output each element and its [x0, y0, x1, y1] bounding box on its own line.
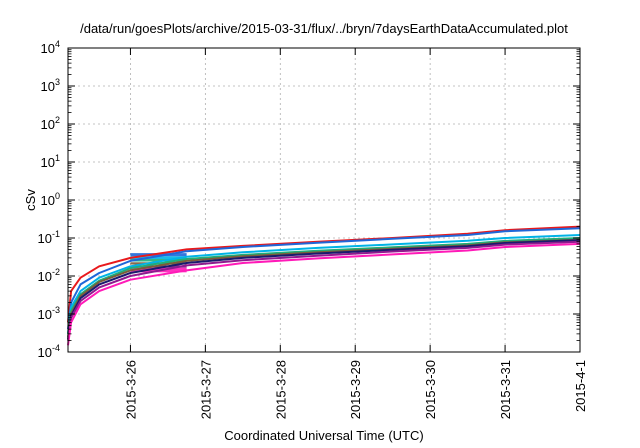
y-tick-label: 10-2 — [38, 267, 60, 284]
data-series — [67, 225, 581, 346]
y-tick-label: 101 — [41, 153, 60, 170]
x-tick-label: 2015-3-31 — [498, 360, 513, 419]
x-tick-label: 2015-4-1 — [573, 360, 588, 412]
series-line — [67, 225, 581, 323]
data-band — [130, 253, 187, 257]
x-tick-label: 2015-3-30 — [423, 360, 438, 419]
x-axis-ticks: 2015-3-26 2015-3-27 2015-3-28 2015-3-29 2015… — [123, 48, 588, 419]
y-tick-label: 100 — [41, 191, 60, 208]
series-line — [67, 239, 581, 340]
data-band — [130, 256, 187, 260]
y-tick-label: 104 — [41, 39, 60, 56]
x-axis-label: Coordinated Universal Time (UTC) — [224, 428, 423, 443]
grid — [68, 48, 580, 352]
chart-title: /data/run/goesPlots/archive/2015-03-31/f… — [80, 21, 568, 36]
y-axis-label: cSv — [23, 189, 38, 211]
y-axis-ticks: 10-4 10-3 10-2 10-1 100 101 102 103 104 — [38, 39, 580, 360]
y-tick-label: 10-1 — [38, 229, 60, 246]
x-tick-label: 2015-3-29 — [348, 360, 363, 419]
data-band — [130, 259, 187, 262]
x-tick-label: 2015-3-27 — [198, 360, 213, 419]
series-line — [67, 240, 581, 341]
x-tick-label: 2015-3-26 — [123, 360, 138, 419]
y-tick-label: 10-4 — [38, 343, 60, 360]
y-tick-label: 102 — [41, 115, 60, 132]
series-line — [67, 227, 581, 330]
x-tick-label: 2015-3-28 — [273, 360, 288, 419]
y-tick-label: 103 — [41, 77, 60, 94]
series-line — [67, 242, 581, 346]
series-line — [67, 234, 581, 335]
y-tick-label: 10-3 — [38, 305, 60, 322]
